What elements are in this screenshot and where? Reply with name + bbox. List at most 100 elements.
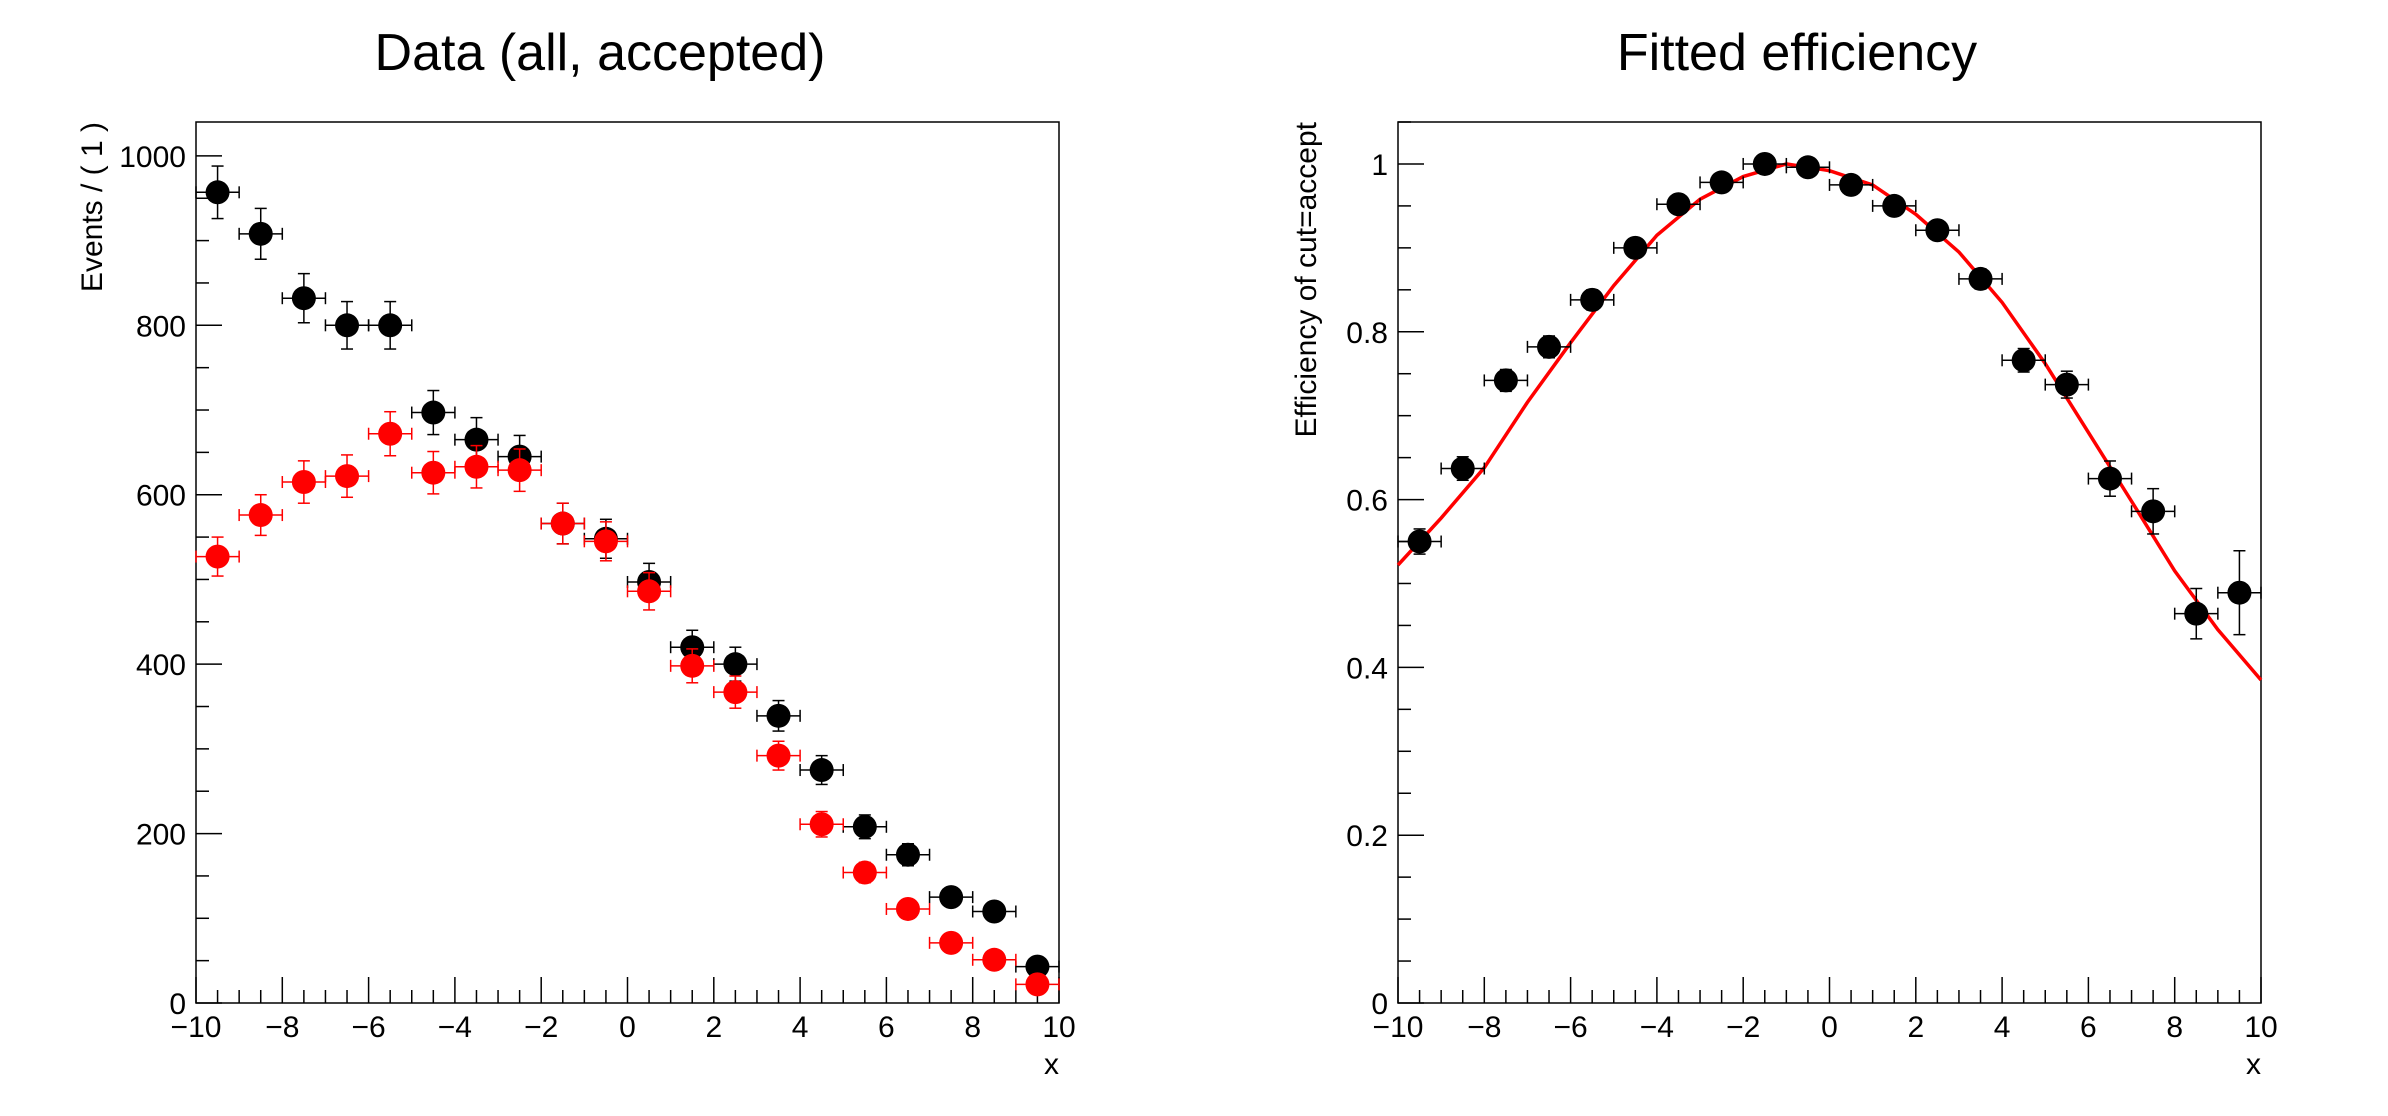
marker — [248, 221, 273, 246]
data-point — [1526, 334, 1572, 359]
data-point — [928, 930, 974, 955]
marker — [205, 544, 230, 569]
x-tick-label: −4 — [438, 1011, 472, 1044]
y-tick-label: 800 — [136, 310, 186, 343]
x-tick-label: −2 — [524, 1011, 558, 1044]
y-tick-label: 200 — [136, 819, 186, 852]
y-axis-label: Efficiency of cut=accept — [1290, 121, 1323, 437]
marker — [982, 899, 1007, 924]
data-point — [1871, 193, 1917, 218]
data-point — [1828, 172, 1874, 197]
data-point — [454, 444, 499, 489]
marker — [550, 511, 575, 536]
x-tick-label: 6 — [2080, 1011, 2097, 1044]
y-tick-label: 0.4 — [1346, 652, 1388, 685]
marker — [205, 180, 230, 205]
x-axis-label: x — [1044, 1048, 1059, 1081]
marker — [1407, 529, 1432, 554]
y-tick-label: 1 — [1371, 149, 1388, 182]
x-tick-label: 8 — [964, 1011, 981, 1044]
series-0 — [1397, 151, 2262, 640]
x-tick-label: 8 — [2166, 1011, 2183, 1044]
marker — [1623, 235, 1648, 260]
x-tick-label: −6 — [1553, 1011, 1587, 1044]
marker — [637, 579, 662, 604]
marker — [1795, 155, 1820, 180]
data-point — [2173, 587, 2219, 640]
marker — [378, 421, 403, 446]
x-tick-label: 6 — [878, 1011, 895, 1044]
data-point — [1397, 528, 1442, 555]
y-tick-label: 0.6 — [1346, 485, 1388, 518]
y-tick-label: 0 — [169, 988, 186, 1021]
data-point — [799, 810, 844, 838]
marker — [852, 860, 877, 885]
marker — [809, 758, 834, 783]
data-point — [1699, 170, 1744, 195]
data-point — [713, 675, 758, 709]
series-1 — [195, 410, 1060, 997]
marker — [680, 635, 705, 660]
x-tick-label: −10 — [171, 1011, 222, 1044]
data-point — [324, 300, 370, 350]
marker — [1025, 972, 1050, 997]
x-tick-label: −8 — [265, 1011, 299, 1044]
data-point — [799, 754, 844, 786]
x-tick-label: 10 — [2244, 1011, 2277, 1044]
data-point — [1569, 287, 1615, 312]
x-tick-label: 0 — [619, 1011, 636, 1044]
marker — [1752, 151, 1777, 176]
marker — [464, 454, 489, 479]
marker — [680, 653, 705, 678]
x-tick-label: 4 — [792, 1011, 809, 1044]
data-point — [1915, 218, 1960, 243]
fit-curve — [1396, 162, 2263, 682]
panel-data-all-accepted: Data (all, accepted) Events / ( 1 ) x −1… — [76, 24, 1076, 1081]
data-point — [756, 699, 801, 732]
y-tick-label: 0.2 — [1346, 820, 1388, 853]
data-point — [1015, 972, 1060, 997]
data-point — [1742, 151, 1788, 176]
data-point — [583, 521, 629, 562]
data-point — [669, 648, 715, 684]
marker — [291, 470, 316, 495]
y-tick-label: 400 — [136, 649, 186, 682]
y-axis-label: Events / ( 1 ) — [76, 122, 109, 292]
marker — [1493, 368, 1518, 393]
marker — [2227, 580, 2252, 605]
plot-frame — [195, 121, 1060, 1004]
x-tick-label: 0 — [1821, 1011, 1838, 1044]
x-tick-label: 10 — [1042, 1011, 1075, 1044]
marker — [982, 947, 1007, 972]
marker — [723, 680, 748, 705]
data-point — [281, 272, 327, 324]
x-tick-label: −4 — [1640, 1011, 1674, 1044]
data-point — [238, 493, 284, 537]
marker — [2011, 348, 2036, 373]
y-tick-label: 600 — [136, 480, 186, 513]
data-point — [842, 814, 888, 840]
marker — [1537, 334, 1562, 359]
marker — [2141, 499, 2166, 524]
chart-title: Fitted efficiency — [1617, 24, 1977, 82]
data-point — [2130, 487, 2176, 535]
marker — [248, 503, 273, 528]
data-point — [1785, 155, 1831, 180]
marker — [421, 400, 446, 425]
data-point — [1015, 954, 1060, 979]
data-point — [928, 885, 974, 910]
marker — [852, 814, 877, 839]
marker — [2184, 601, 2209, 626]
marker — [335, 464, 360, 489]
marker — [809, 812, 834, 837]
marker — [1925, 218, 1950, 243]
data-point — [497, 448, 542, 493]
x-tick-label: 4 — [1994, 1011, 2011, 1044]
data-point — [1483, 368, 1529, 393]
data-point — [281, 460, 327, 504]
x-tick-label: 2 — [705, 1011, 722, 1044]
data-point — [411, 389, 456, 436]
marker — [291, 286, 316, 311]
data-point — [626, 571, 672, 611]
panel-fitted-efficiency: Fitted efficiency Efficiency of cut=acce… — [1290, 24, 2278, 1081]
